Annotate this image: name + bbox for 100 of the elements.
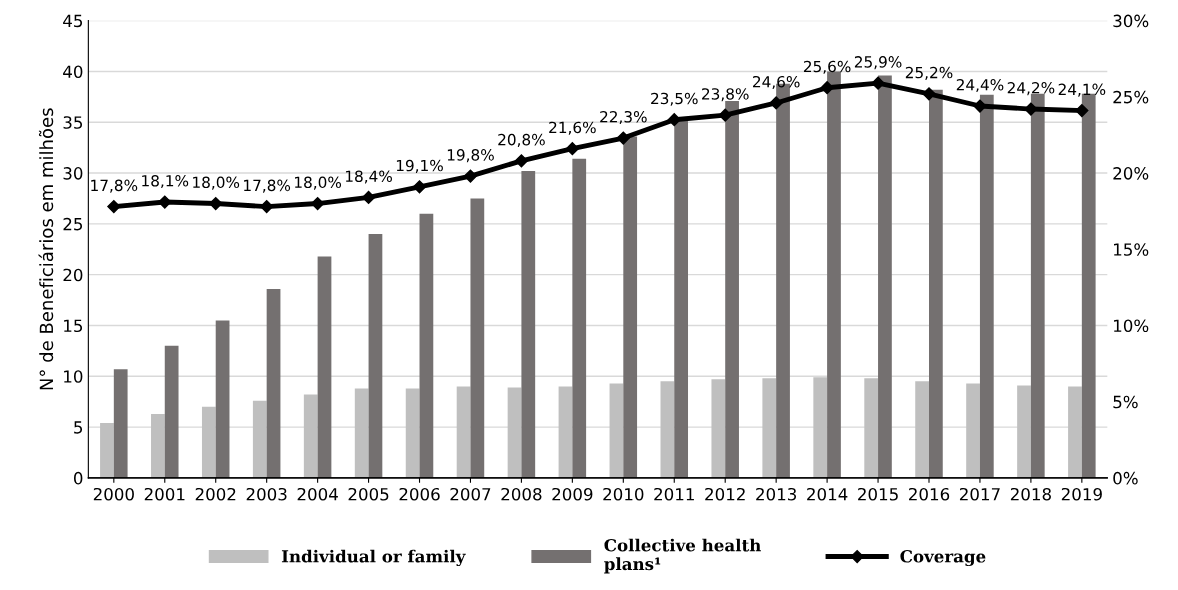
y2-tick-label: 0%	[1113, 471, 1138, 485]
point	[463, 169, 478, 183]
point	[973, 99, 987, 113]
bar	[456, 386, 471, 478]
bar	[623, 136, 638, 478]
bar	[354, 388, 369, 478]
point	[1024, 102, 1038, 116]
bar	[164, 345, 179, 478]
point	[667, 113, 681, 127]
y2-tick-label: 15%	[1114, 243, 1149, 256]
data-label: 24,6%	[753, 75, 800, 90]
x-tick-label: 2011	[654, 487, 694, 501]
point	[107, 200, 121, 214]
data-label: 19,1%	[396, 159, 443, 173]
y-tick-label: 40	[63, 65, 83, 79]
bar	[507, 387, 522, 478]
data-label: 18,4%	[345, 170, 392, 184]
x-tick-label: 2013	[756, 487, 797, 501]
legend-label: Individual or family	[281, 549, 466, 567]
point	[871, 76, 885, 90]
y-tick-label: 35	[63, 116, 83, 129]
x-tick-label: 2000	[93, 487, 134, 501]
x-tick-label: 2018	[1010, 487, 1051, 501]
data-label: 22,3%	[600, 110, 647, 125]
bar	[521, 171, 536, 478]
point	[922, 87, 936, 101]
y-tick-label: 15	[64, 319, 83, 333]
data-label: 25,9%	[854, 56, 902, 70]
bar	[113, 369, 128, 478]
point	[769, 96, 783, 110]
legend-label: Coverage	[900, 549, 986, 567]
x-tick-label: 2002	[195, 487, 236, 501]
y2-tick-label: 5%	[1113, 395, 1138, 409]
data-label: 21,6%	[549, 121, 596, 135]
y-tick-label: 0	[73, 471, 83, 485]
bar	[572, 158, 587, 478]
data-label: 24,4%	[956, 78, 1004, 93]
bar	[609, 383, 624, 478]
x-tick-label: 2008	[501, 487, 542, 501]
data-label: 17,8%	[91, 179, 138, 193]
x-tick-label: 2010	[603, 487, 644, 501]
bar	[470, 198, 485, 478]
x-tick-label: 2016	[909, 487, 950, 501]
bar	[201, 406, 216, 478]
point	[565, 142, 579, 156]
point	[158, 195, 172, 209]
point	[820, 81, 834, 95]
bar	[878, 75, 892, 478]
bar	[966, 383, 980, 478]
legend-label: Collective health plans¹	[604, 538, 761, 574]
x-tick-label: 2017	[959, 487, 1000, 501]
bar	[1017, 385, 1031, 478]
bar	[725, 100, 739, 478]
data-label: 25,6%	[803, 60, 851, 74]
bar	[100, 423, 114, 478]
x-tick-label: 2006	[399, 487, 440, 501]
x-tick-label: 2001	[144, 487, 185, 501]
x-tick-label: 2004	[297, 487, 338, 501]
bar	[711, 379, 726, 478]
point	[514, 154, 529, 168]
point	[412, 180, 427, 194]
x-tick-label: 2005	[348, 487, 389, 501]
y-tick-label: 25	[63, 217, 83, 231]
point	[311, 196, 325, 211]
data-label: 23,8%	[702, 88, 749, 102]
y-tick-label: 20	[63, 268, 83, 282]
bar	[813, 377, 828, 478]
x-tick-label: 2019	[1061, 487, 1102, 501]
bar	[660, 381, 675, 478]
bar	[303, 394, 318, 478]
data-label: 18,1%	[142, 175, 189, 189]
point	[260, 200, 274, 214]
data-label: 25,2%	[905, 66, 953, 80]
data-label: 20,8%	[498, 133, 545, 147]
y2-tick-label: 20%	[1113, 167, 1149, 180]
point	[718, 108, 732, 122]
y-tick-label: 10	[64, 370, 83, 383]
data-label: 18,0%	[193, 176, 240, 190]
y-tick-label: 5	[74, 421, 83, 434]
point	[616, 131, 630, 145]
bar	[1068, 386, 1082, 478]
bar	[915, 381, 929, 478]
y2-tick-label: 30%	[1113, 14, 1149, 28]
data-label: 17,8%	[244, 179, 291, 193]
x-tick-label: 2012	[705, 487, 745, 501]
bar	[266, 288, 281, 478]
bar	[215, 320, 230, 478]
bar	[864, 378, 879, 478]
bar	[558, 386, 573, 478]
y-axis-title: N° de Beneficiários em milhões	[38, 108, 54, 390]
data-label: 18,0%	[295, 176, 342, 190]
x-tick-label: 2003	[246, 487, 287, 501]
x-tick-label: 2014	[807, 487, 848, 501]
point	[1075, 103, 1089, 118]
x-tick-label: 2015	[858, 487, 898, 501]
bar	[419, 213, 434, 478]
bar	[762, 378, 777, 478]
bar	[317, 256, 332, 478]
x-tick-label: 2009	[552, 487, 593, 501]
bar	[252, 400, 267, 478]
